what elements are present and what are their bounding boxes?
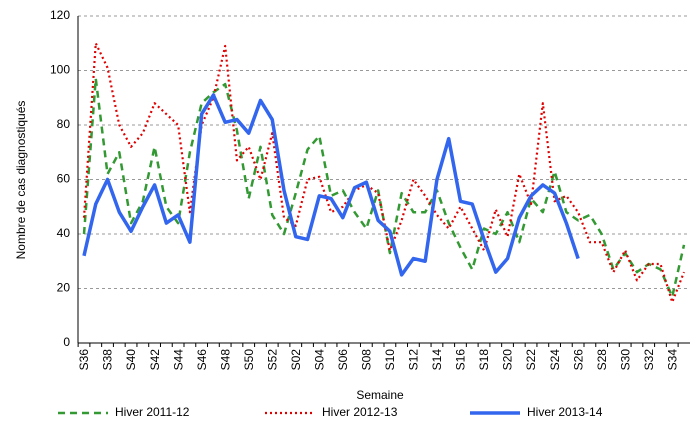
x-tick-label: S44 (171, 349, 185, 371)
x-tick-label: S36 (77, 349, 91, 371)
x-tick-label: S02 (289, 349, 303, 371)
x-tick-label: S16 (454, 349, 468, 371)
x-tick-label: S46 (195, 349, 209, 371)
x-tick-label: S04 (312, 349, 326, 371)
x-tick-label: S24 (548, 349, 562, 371)
x-tick-label: S50 (242, 349, 256, 371)
series-line (82, 77, 686, 298)
x-axis-label: Semaine (356, 388, 404, 402)
x-tick-label: S22 (524, 349, 538, 371)
legend-label: Hiver 2013-14 (527, 405, 603, 419)
x-tick-label: S20 (501, 349, 515, 371)
x-tick-label: S18 (477, 349, 491, 371)
x-tick-label: S38 (101, 349, 115, 371)
x-tick-label: S40 (124, 349, 138, 371)
y-tick-label: 40 (57, 226, 71, 240)
x-tick-label: S28 (595, 349, 609, 371)
legend-label: Hiver 2011-12 (115, 405, 190, 419)
series-line (82, 42, 686, 304)
y-tick-label: 0 (63, 335, 70, 349)
x-tick-label: S48 (218, 349, 232, 371)
x-tick-label: S52 (265, 349, 279, 371)
x-tick-label: S34 (665, 349, 679, 371)
series-line (82, 93, 580, 277)
x-tick-label: S08 (360, 349, 374, 371)
x-tick-label: S42 (148, 349, 162, 371)
x-tick-label: S14 (430, 349, 444, 371)
x-tick-label: S12 (407, 349, 421, 371)
y-axis-label: Nombre de cas diagnostiqués (14, 101, 28, 260)
y-tick-label: 120 (50, 8, 70, 22)
x-tick-label: S26 (571, 349, 585, 371)
x-tick-label: S32 (642, 349, 656, 371)
x-tick-label: S06 (336, 349, 350, 371)
y-tick-label: 100 (50, 63, 70, 77)
y-tick-label: 20 (57, 281, 71, 295)
x-tick-label: S30 (618, 349, 632, 371)
x-tick-label: S10 (383, 349, 397, 371)
legend-label: Hiver 2012-13 (322, 405, 398, 419)
y-tick-label: 80 (57, 117, 71, 131)
y-tick-label: 60 (57, 172, 71, 186)
